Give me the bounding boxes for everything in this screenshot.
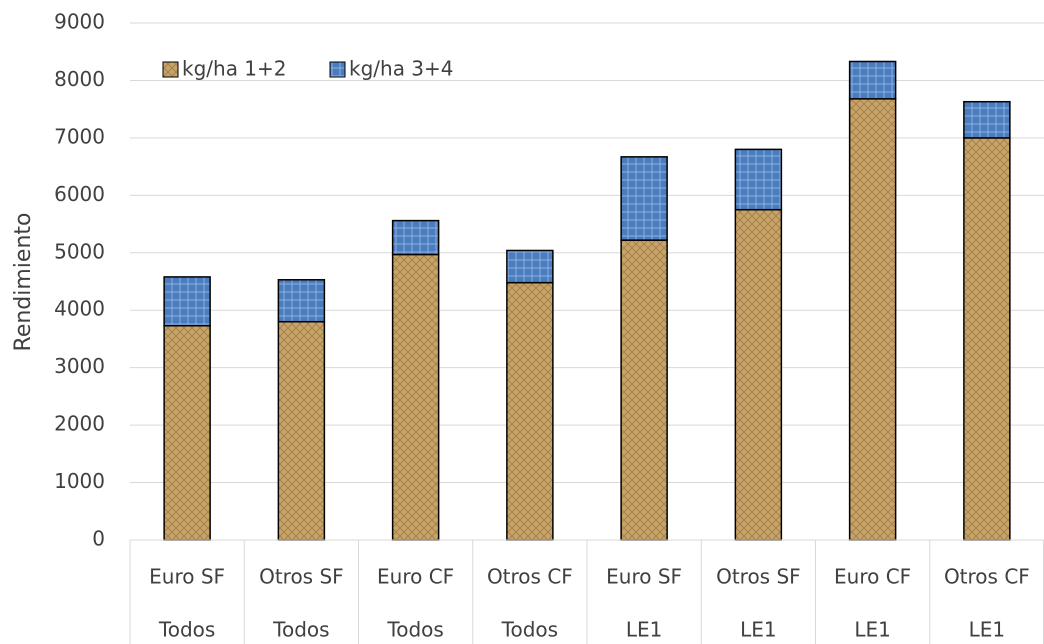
x-tick-label: Otros CF [487, 565, 573, 589]
x-tick-label: Otros SF [716, 565, 801, 589]
y-tick-label: 9000 [54, 10, 105, 34]
x-tick-label: Euro SF [606, 565, 682, 589]
x-group-label: Todos [501, 618, 558, 642]
x-group-label: Todos [272, 618, 329, 642]
x-group-label: Todos [158, 618, 215, 642]
y-tick-label: 2000 [54, 412, 105, 436]
bar-segment [163, 276, 211, 327]
y-tick-label: 7000 [54, 124, 105, 148]
x-group-label: LE1 [969, 618, 1006, 642]
legend-swatch [162, 61, 179, 78]
x-tick-label: Euro CF [834, 565, 911, 589]
x-tick-label: Otros CF [944, 565, 1030, 589]
x-tick-label: Euro CF [377, 565, 454, 589]
bar-segment [277, 279, 326, 323]
bar-segment [620, 156, 668, 241]
legend-label: kg/ha 1+2 [182, 57, 287, 81]
y-tick-label: 4000 [54, 297, 105, 321]
y-tick-label: 0 [92, 527, 105, 551]
bar-segment [277, 320, 326, 541]
bar-segment [620, 239, 668, 541]
legend-swatch [329, 61, 346, 78]
legend-label: kg/ha 3+4 [349, 57, 454, 81]
bar-segment [848, 98, 897, 541]
bar-segment [848, 60, 897, 100]
bar-segment [391, 219, 440, 256]
y-tick-label: 5000 [54, 239, 105, 263]
y-tick-label: 1000 [54, 469, 105, 493]
x-group-label: LE1 [854, 618, 891, 642]
y-axis-label: Rendimiento [11, 213, 36, 352]
x-group-label: Todos [386, 618, 443, 642]
x-tick-label: Euro SF [149, 565, 225, 589]
x-tick-label: Otros SF [259, 565, 344, 589]
bar-segment [963, 100, 1011, 139]
x-group-label: LE1 [740, 618, 777, 642]
y-tick-label: 3000 [54, 354, 105, 378]
x-group-label: LE1 [626, 618, 663, 642]
bar-segment [734, 208, 783, 541]
bar-segment [506, 281, 554, 541]
bar-segment [963, 137, 1011, 541]
y-tick-label: 6000 [54, 182, 105, 206]
bar-segment [506, 249, 554, 284]
bar-segment [734, 148, 783, 211]
bar-segment [391, 253, 440, 541]
y-tick-label: 8000 [54, 67, 105, 91]
bar-segment [163, 324, 211, 541]
